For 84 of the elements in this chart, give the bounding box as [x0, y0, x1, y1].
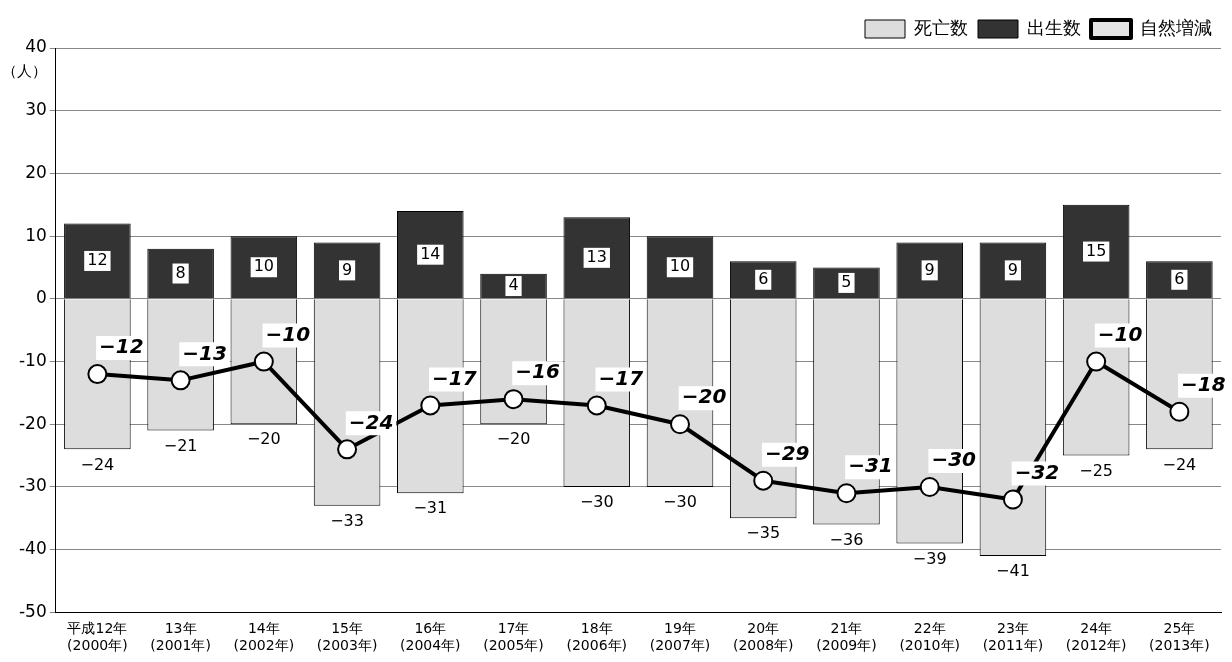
x-tick-label: 14年 (2002年)	[233, 620, 295, 654]
point	[670, 414, 690, 435]
legend-label: 死亡数	[914, 16, 968, 38]
x-tick-label: 平成12年 (2000年)	[67, 620, 128, 654]
data-label: −24	[1162, 454, 1197, 474]
x-tick-label: 21年 (2009年)	[816, 620, 877, 654]
y-axis-title: （人）	[2, 62, 47, 81]
y-tick-label: -50	[18, 600, 47, 621]
data-label: −20	[496, 429, 531, 449]
data-label: 13	[586, 246, 607, 266]
data-label: −31	[413, 498, 448, 518]
x-tick-label: 23年 (2011年)	[982, 620, 1044, 654]
data-label: 6	[758, 268, 769, 288]
data-label: 10	[253, 256, 275, 276]
point	[337, 439, 358, 460]
data-label: −17	[432, 365, 477, 390]
data-label: −41	[996, 561, 1030, 581]
x-tick-label: 20年 (2008年)	[732, 620, 794, 654]
data-label: −30	[931, 447, 977, 472]
point	[87, 364, 108, 385]
data-label: 6	[1174, 268, 1185, 288]
point	[836, 483, 857, 504]
y-tick-label: 30	[25, 99, 47, 120]
data-label: −20	[246, 429, 281, 449]
x-tick-label: 25年 (2013年)	[1149, 620, 1210, 654]
data-label: −25	[1079, 460, 1114, 480]
data-label: −36	[829, 529, 864, 549]
x-tick-label: 19年 (2007年)	[649, 620, 711, 654]
legend-label: 出生数	[1027, 16, 1081, 38]
y-tick-label: 40	[25, 36, 47, 57]
x-tick-label: 15年 (2003年)	[316, 620, 378, 654]
data-label: −12	[99, 334, 144, 359]
data-label: 9	[924, 259, 935, 279]
data-label: −20	[681, 384, 727, 409]
point	[1086, 351, 1107, 372]
data-label: −29	[764, 440, 810, 465]
point	[586, 395, 607, 416]
data-label: 10	[669, 256, 691, 276]
point	[1169, 401, 1190, 422]
data-label: −32	[1014, 459, 1060, 484]
data-label: 15	[1085, 240, 1107, 260]
data-label: −16	[515, 359, 560, 384]
data-label: −17	[598, 365, 644, 390]
x-tick-label: 16年 (2004年)	[400, 620, 461, 654]
data-label: 14	[420, 243, 441, 263]
y-tick-label: 10	[25, 224, 47, 245]
x-tick-label: 17年 (2005年)	[483, 620, 544, 654]
x-tick-label: 13年 (2001年)	[150, 620, 211, 654]
y-tick-label: -10	[18, 349, 47, 370]
point	[753, 470, 774, 491]
x-tick-label: 18年 (2006年)	[566, 620, 628, 654]
point	[1002, 489, 1023, 510]
data-label: −21	[163, 435, 198, 455]
data-label: −30	[663, 492, 697, 512]
y-tick-label: -40	[18, 538, 47, 559]
data-label: −35	[746, 523, 781, 543]
y-tick-label: 0	[35, 287, 47, 308]
data-label: −31	[848, 453, 893, 478]
data-label: −10	[1097, 321, 1143, 346]
y-tick-label: 20	[25, 161, 47, 182]
point	[919, 476, 940, 497]
data-label: 5	[841, 272, 852, 292]
data-label: −18	[1181, 371, 1226, 396]
data-label: −39	[912, 548, 947, 568]
point	[420, 395, 441, 416]
data-label: −13	[182, 340, 227, 365]
data-label: 4	[508, 275, 519, 295]
point	[170, 370, 191, 391]
y-tick-label: -20	[18, 412, 47, 433]
data-label: −24	[80, 454, 115, 474]
data-label: 9	[341, 259, 353, 279]
data-label: 12	[87, 250, 108, 270]
data-label: 8	[175, 262, 186, 282]
data-label: 9	[1007, 259, 1019, 279]
x-tick-label: 24年 (2012年)	[1065, 620, 1127, 654]
data-label: −33	[330, 510, 364, 530]
point	[503, 389, 524, 410]
data-label: −10	[265, 321, 311, 346]
legend-label: 自然増減	[1140, 16, 1212, 38]
y-tick-label: -30	[18, 475, 47, 496]
data-label: −24	[348, 409, 394, 434]
x-tick-label: 22年 (2010年)	[899, 620, 960, 654]
point	[253, 351, 274, 372]
data-label: −30	[579, 492, 614, 512]
